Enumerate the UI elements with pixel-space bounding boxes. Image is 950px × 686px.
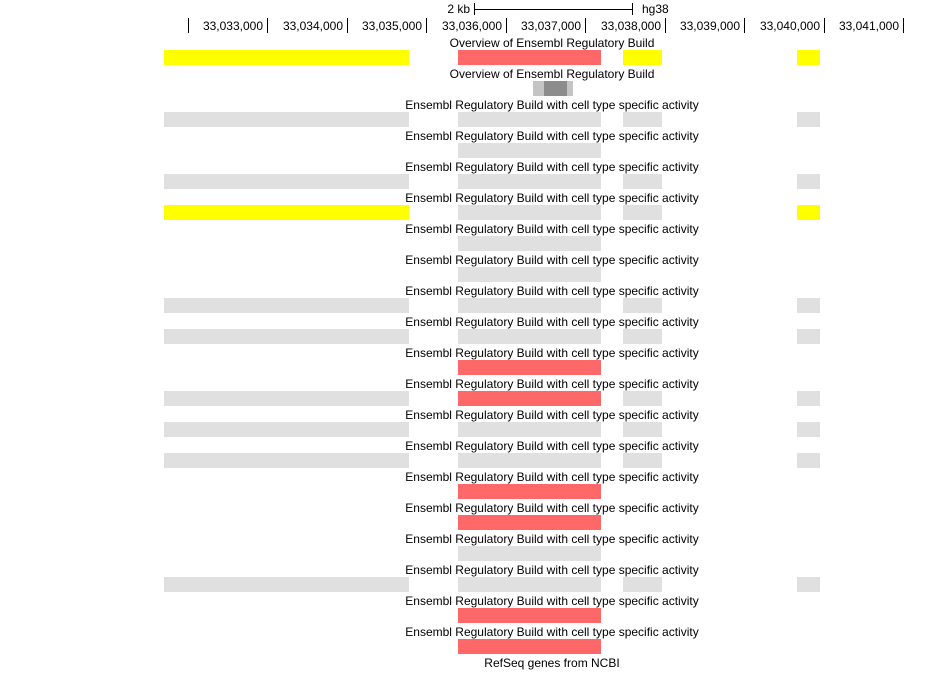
track-label[interactable]: Ensembl Regulatory Build with cell type … [405,253,699,267]
regulatory-feature[interactable] [623,50,662,65]
track-label[interactable]: Ensembl Regulatory Build with cell type … [405,222,699,236]
regulatory-feature[interactable] [164,112,409,127]
ruler-tick-label: 33,041,000 [838,19,899,33]
ruler-tick [426,18,427,33]
track-label[interactable]: Ensembl Regulatory Build with cell type … [405,594,699,608]
regulatory-feature[interactable] [458,608,601,623]
regulatory-feature[interactable] [458,112,601,127]
regulatory-feature[interactable] [797,577,820,592]
regulatory-feature[interactable] [458,360,601,375]
regulatory-feature[interactable] [164,174,409,189]
regulatory-feature[interactable] [458,205,601,220]
ruler-tick-label: 33,034,000 [282,19,343,33]
regulatory-feature[interactable] [164,577,409,592]
regulatory-feature[interactable] [458,50,601,65]
track-label[interactable]: Ensembl Regulatory Build with cell type … [405,408,699,422]
regulatory-feature[interactable] [623,298,662,313]
track-label[interactable]: RefSeq genes from NCBI [484,656,620,670]
track-label[interactable]: Ensembl Regulatory Build with cell type … [405,315,699,329]
ruler-tick [903,18,904,33]
regulatory-feature[interactable] [623,174,662,189]
track-label[interactable]: Ensembl Regulatory Build with cell type … [405,98,699,112]
regulatory-feature[interactable] [164,453,409,468]
regulatory-feature[interactable] [458,267,601,282]
ruler-tick-label: 33,036,000 [441,19,502,33]
regulatory-feature[interactable] [164,422,409,437]
regulatory-feature[interactable] [797,391,820,406]
track-label[interactable]: Ensembl Regulatory Build with cell type … [405,377,699,391]
ruler-tick [585,18,586,33]
regulatory-feature[interactable] [797,329,820,344]
regulatory-feature[interactable] [164,329,409,344]
regulatory-feature[interactable] [623,422,662,437]
track-label[interactable]: Ensembl Regulatory Build with cell type … [405,191,699,205]
regulatory-feature[interactable] [458,484,601,499]
regulatory-feature[interactable] [164,205,409,220]
regulatory-feature[interactable] [458,143,601,158]
scale-bar [474,3,633,15]
regulatory-feature[interactable] [797,298,820,313]
regulatory-feature[interactable] [164,50,409,65]
ruler-tick-label: 33,039,000 [679,19,740,33]
regulatory-feature[interactable] [458,298,601,313]
ruler-tick [824,18,825,33]
regulatory-feature[interactable] [797,205,820,220]
track-label[interactable]: Overview of Ensembl Regulatory Build [449,67,655,81]
regulatory-feature[interactable] [797,174,820,189]
regulatory-feature[interactable] [458,577,601,592]
ruler-tick [347,18,348,33]
regulatory-feature[interactable] [458,329,601,344]
ruler-tick-label: 33,033,000 [202,19,263,33]
regulatory-feature[interactable] [623,453,662,468]
ruler-tick-label: 33,038,000 [600,19,661,33]
regulatory-feature[interactable] [458,453,601,468]
regulatory-feature[interactable] [458,515,601,530]
regulatory-feature[interactable] [458,546,601,561]
density-feature[interactable] [544,81,567,96]
ruler-tick-label: 33,037,000 [520,19,581,33]
track-label[interactable]: Ensembl Regulatory Build with cell type … [405,346,699,360]
ruler-left-border [188,18,189,33]
ruler-tick [744,18,745,33]
regulatory-feature[interactable] [623,391,662,406]
track-label[interactable]: Ensembl Regulatory Build with cell type … [405,470,699,484]
regulatory-feature[interactable] [623,112,662,127]
regulatory-feature[interactable] [797,453,820,468]
track-label[interactable]: Ensembl Regulatory Build with cell type … [405,439,699,453]
ruler-tick [665,18,666,33]
ruler-tick [506,18,507,33]
track-label[interactable]: Overview of Ensembl Regulatory Build [449,36,655,50]
regulatory-feature[interactable] [623,577,662,592]
track-label[interactable]: Ensembl Regulatory Build with cell type … [405,129,699,143]
regulatory-feature[interactable] [458,174,601,189]
regulatory-feature[interactable] [797,112,820,127]
ruler-tick-label: 33,040,000 [759,19,820,33]
ruler-tick [267,18,268,33]
assembly-label: hg38 [642,2,669,16]
regulatory-feature[interactable] [623,329,662,344]
scale-bar-label: 2 kb [447,2,470,16]
regulatory-feature[interactable] [797,50,820,65]
regulatory-feature[interactable] [164,298,409,313]
regulatory-feature[interactable] [458,391,601,406]
track-label[interactable]: Ensembl Regulatory Build with cell type … [405,284,699,298]
track-label[interactable]: Ensembl Regulatory Build with cell type … [405,501,699,515]
regulatory-feature[interactable] [623,205,662,220]
regulatory-feature[interactable] [458,422,601,437]
track-label[interactable]: Ensembl Regulatory Build with cell type … [405,625,699,639]
regulatory-feature[interactable] [164,391,409,406]
regulatory-feature[interactable] [458,236,601,251]
ruler-tick-label: 33,035,000 [361,19,422,33]
track-label[interactable]: Ensembl Regulatory Build with cell type … [405,532,699,546]
track-label[interactable]: Ensembl Regulatory Build with cell type … [405,563,699,577]
regulatory-feature[interactable] [797,422,820,437]
track-label[interactable]: Ensembl Regulatory Build with cell type … [405,160,699,174]
regulatory-feature[interactable] [458,639,601,654]
